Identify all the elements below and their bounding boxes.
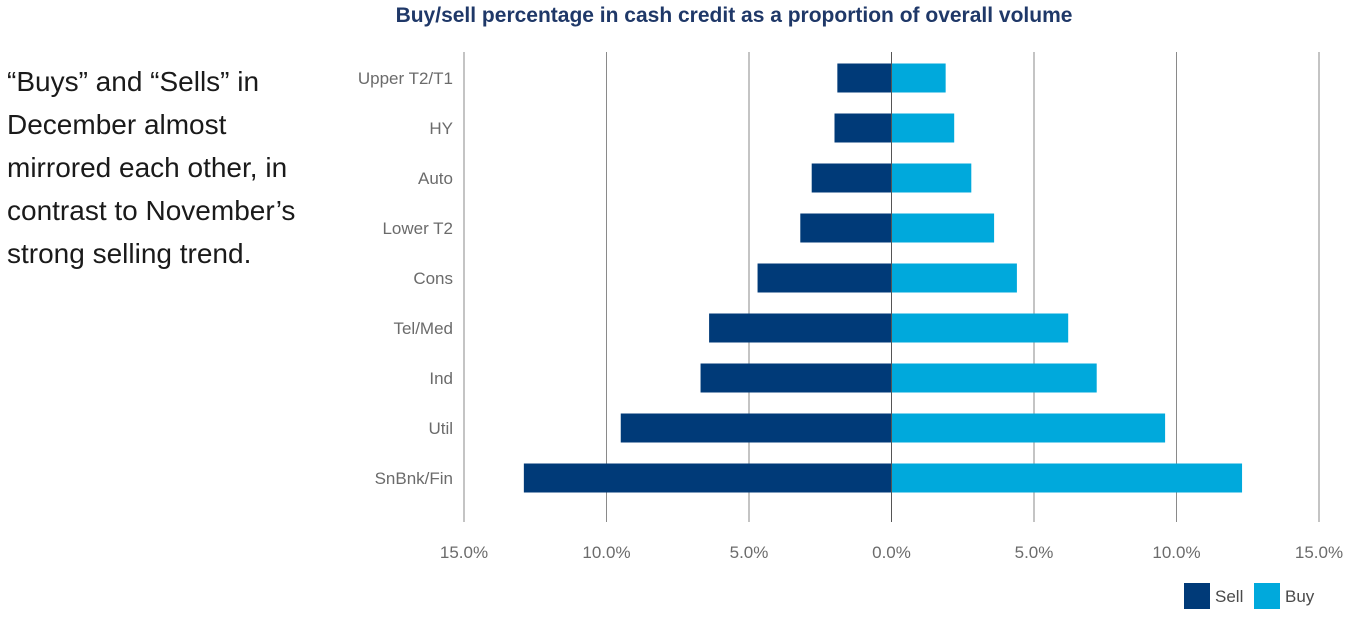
buy-bar (891, 163, 972, 193)
x-tick-label: 0.0% (872, 543, 911, 562)
category-label: Ind (429, 369, 453, 388)
legend-label: Sell (1215, 587, 1243, 606)
sell-bar (800, 213, 892, 243)
category-label: Tel/Med (393, 319, 453, 338)
category-labels: Upper T2/T1 HY Auto Lower T2 Cons Tel/Med Ind U… (358, 69, 453, 488)
sell-bar (700, 363, 892, 393)
sell-bar (709, 313, 892, 343)
chart-title: Buy/sell percentage in cash credit as a … (396, 4, 1073, 27)
buy-bar (891, 313, 1069, 343)
sell-bar (523, 463, 892, 493)
sell-bar (757, 263, 892, 293)
x-tick-label: 5.0% (730, 543, 769, 562)
legend-swatch (1254, 583, 1280, 609)
category-label: Auto (418, 169, 453, 188)
tick-labels: 15.0% 10.0% 5.0% 0.0% 5.0% 10.0% 15.0% (440, 543, 1343, 562)
category-label: Upper T2/T1 (358, 69, 453, 88)
sell-bar (620, 413, 892, 443)
x-tick-label: 10.0% (582, 543, 630, 562)
buy-bar (891, 113, 955, 143)
sell-bar (811, 163, 892, 193)
buy-bar (891, 463, 1243, 493)
category-label: HY (429, 119, 453, 138)
x-tick-label: 10.0% (1152, 543, 1200, 562)
legend: Sell Buy (1184, 583, 1315, 609)
buy-bar (891, 213, 995, 243)
category-label: Cons (413, 269, 453, 288)
x-tick-label: 15.0% (1295, 543, 1343, 562)
legend-label: Buy (1285, 587, 1315, 606)
category-label: Util (428, 419, 453, 438)
buy-bar (891, 263, 1017, 293)
buy-bar (891, 413, 1166, 443)
buy-bar (891, 63, 946, 93)
bars (523, 52, 1243, 522)
x-tick-label: 15.0% (440, 543, 488, 562)
category-label: Lower T2 (382, 219, 453, 238)
sell-bar (837, 63, 892, 93)
buy-bar (891, 363, 1097, 393)
sell-bar (834, 113, 892, 143)
legend-swatch (1184, 583, 1210, 609)
category-label: SnBnk/Fin (375, 469, 453, 488)
side-note-text: “Buys” and “Sells” in December almost mi… (7, 66, 296, 269)
x-tick-label: 5.0% (1015, 543, 1054, 562)
